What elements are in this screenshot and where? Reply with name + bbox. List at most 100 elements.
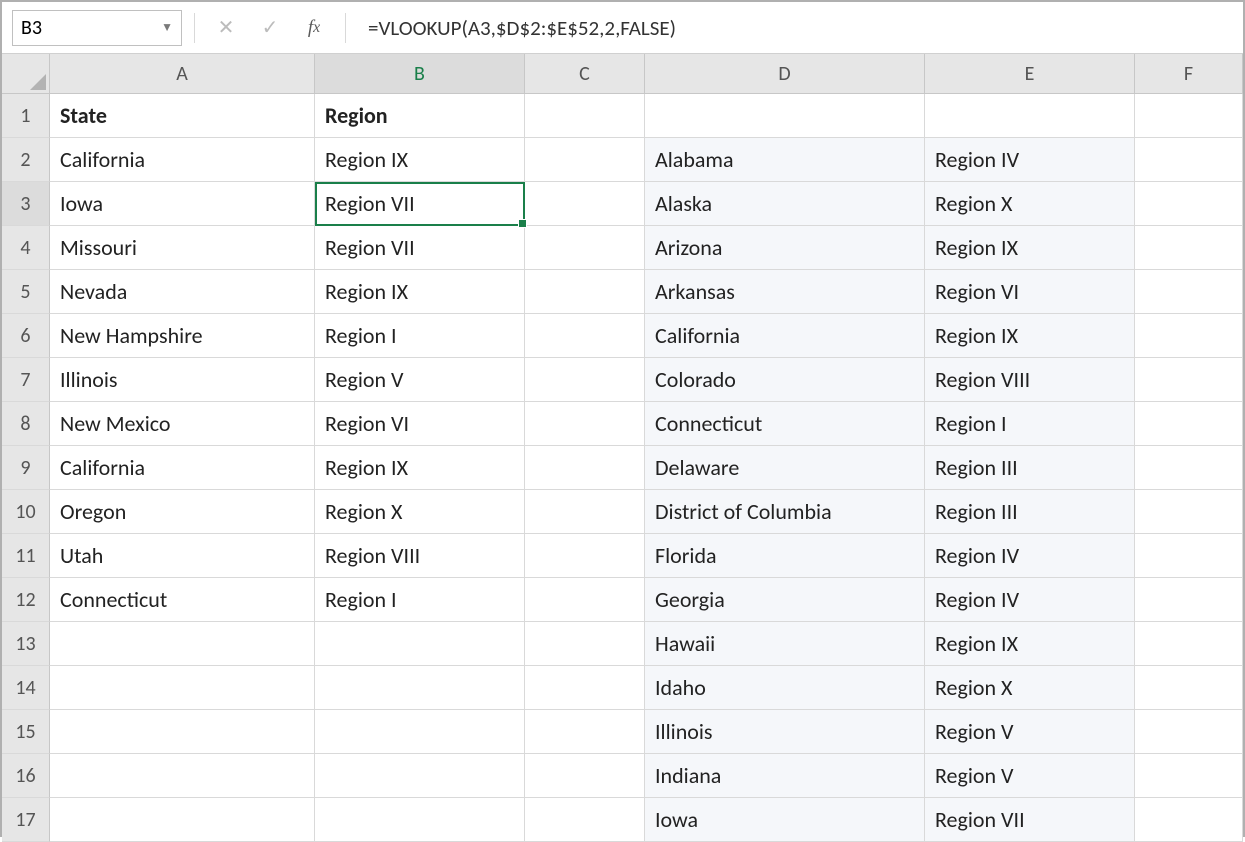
- column-header-B[interactable]: B: [315, 54, 525, 94]
- cell-A3[interactable]: Iowa: [50, 182, 315, 226]
- cell-B5[interactable]: Region IX: [315, 270, 525, 314]
- cell-E8[interactable]: Region I: [925, 402, 1135, 446]
- row-header[interactable]: 2: [2, 138, 50, 182]
- cell-E9[interactable]: Region III: [925, 446, 1135, 490]
- row-header[interactable]: 13: [2, 622, 50, 666]
- cell-B15[interactable]: [315, 710, 525, 754]
- cell-F12[interactable]: [1135, 578, 1243, 622]
- cell-B16[interactable]: [315, 754, 525, 798]
- row-header[interactable]: 14: [2, 666, 50, 710]
- cell-F7[interactable]: [1135, 358, 1243, 402]
- cell-A2[interactable]: California: [50, 138, 315, 182]
- column-header-E[interactable]: E: [925, 54, 1135, 94]
- select-all-corner[interactable]: [2, 54, 50, 94]
- row-header[interactable]: 4: [2, 226, 50, 270]
- cell-F17[interactable]: [1135, 798, 1243, 842]
- cell-C10[interactable]: [525, 490, 645, 534]
- cell-E2[interactable]: Region IV: [925, 138, 1135, 182]
- cell-C4[interactable]: [525, 226, 645, 270]
- cell-E1[interactable]: [925, 94, 1135, 138]
- cell-A4[interactable]: Missouri: [50, 226, 315, 270]
- cell-A9[interactable]: California: [50, 446, 315, 490]
- cell-B12[interactable]: Region I: [315, 578, 525, 622]
- cell-A15[interactable]: [50, 710, 315, 754]
- cell-B10[interactable]: Region X: [315, 490, 525, 534]
- row-header[interactable]: 11: [2, 534, 50, 578]
- cell-B4[interactable]: Region VII: [315, 226, 525, 270]
- chevron-down-icon[interactable]: ▼: [161, 20, 173, 35]
- cell-C6[interactable]: [525, 314, 645, 358]
- cell-E12[interactable]: Region IV: [925, 578, 1135, 622]
- cell-C16[interactable]: [525, 754, 645, 798]
- cell-C8[interactable]: [525, 402, 645, 446]
- cell-D12[interactable]: Georgia: [645, 578, 925, 622]
- cell-F10[interactable]: [1135, 490, 1243, 534]
- cell-B13[interactable]: [315, 622, 525, 666]
- cell-B3[interactable]: Region VII: [315, 182, 525, 226]
- fx-icon[interactable]: fx: [295, 12, 333, 44]
- cell-F4[interactable]: [1135, 226, 1243, 270]
- cell-E14[interactable]: Region X: [925, 666, 1135, 710]
- cell-D13[interactable]: Hawaii: [645, 622, 925, 666]
- cell-A17[interactable]: [50, 798, 315, 842]
- cell-B9[interactable]: Region IX: [315, 446, 525, 490]
- cell-B7[interactable]: Region V: [315, 358, 525, 402]
- cell-D15[interactable]: Illinois: [645, 710, 925, 754]
- cell-B17[interactable]: [315, 798, 525, 842]
- cell-A1[interactable]: State: [50, 94, 315, 138]
- cell-B14[interactable]: [315, 666, 525, 710]
- cell-E7[interactable]: Region VIII: [925, 358, 1135, 402]
- cell-C17[interactable]: [525, 798, 645, 842]
- cell-F16[interactable]: [1135, 754, 1243, 798]
- cell-A8[interactable]: New Mexico: [50, 402, 315, 446]
- cell-F1[interactable]: [1135, 94, 1243, 138]
- cell-D17[interactable]: Iowa: [645, 798, 925, 842]
- row-header[interactable]: 5: [2, 270, 50, 314]
- cell-D4[interactable]: Arizona: [645, 226, 925, 270]
- cell-E13[interactable]: Region IX: [925, 622, 1135, 666]
- row-header[interactable]: 16: [2, 754, 50, 798]
- row-header[interactable]: 12: [2, 578, 50, 622]
- column-header-A[interactable]: A: [50, 54, 315, 94]
- cell-F15[interactable]: [1135, 710, 1243, 754]
- cell-A5[interactable]: Nevada: [50, 270, 315, 314]
- row-header[interactable]: 7: [2, 358, 50, 402]
- cell-E3[interactable]: Region X: [925, 182, 1135, 226]
- cell-F3[interactable]: [1135, 182, 1243, 226]
- cell-C11[interactable]: [525, 534, 645, 578]
- formula-input[interactable]: [358, 10, 1233, 46]
- cell-D9[interactable]: Delaware: [645, 446, 925, 490]
- cell-C1[interactable]: [525, 94, 645, 138]
- cell-E16[interactable]: Region V: [925, 754, 1135, 798]
- column-header-C[interactable]: C: [525, 54, 645, 94]
- cell-C13[interactable]: [525, 622, 645, 666]
- cell-A14[interactable]: [50, 666, 315, 710]
- cell-F14[interactable]: [1135, 666, 1243, 710]
- cell-E17[interactable]: Region VII: [925, 798, 1135, 842]
- cell-F13[interactable]: [1135, 622, 1243, 666]
- column-header-D[interactable]: D: [645, 54, 925, 94]
- row-header[interactable]: 6: [2, 314, 50, 358]
- cell-D8[interactable]: Connecticut: [645, 402, 925, 446]
- row-header[interactable]: 3: [2, 182, 50, 226]
- cell-B8[interactable]: Region VI: [315, 402, 525, 446]
- cell-B1[interactable]: Region: [315, 94, 525, 138]
- cell-D10[interactable]: District of Columbia: [645, 490, 925, 534]
- name-box[interactable]: B3 ▼: [12, 10, 182, 46]
- cell-E15[interactable]: Region V: [925, 710, 1135, 754]
- cell-C5[interactable]: [525, 270, 645, 314]
- cell-D14[interactable]: Idaho: [645, 666, 925, 710]
- cell-F5[interactable]: [1135, 270, 1243, 314]
- cell-F11[interactable]: [1135, 534, 1243, 578]
- cell-C7[interactable]: [525, 358, 645, 402]
- cell-D11[interactable]: Florida: [645, 534, 925, 578]
- row-header[interactable]: 1: [2, 94, 50, 138]
- cell-E4[interactable]: Region IX: [925, 226, 1135, 270]
- cell-F9[interactable]: [1135, 446, 1243, 490]
- cell-F2[interactable]: [1135, 138, 1243, 182]
- cell-C12[interactable]: [525, 578, 645, 622]
- cell-A7[interactable]: Illinois: [50, 358, 315, 402]
- cell-D6[interactable]: California: [645, 314, 925, 358]
- cell-A16[interactable]: [50, 754, 315, 798]
- cell-A11[interactable]: Utah: [50, 534, 315, 578]
